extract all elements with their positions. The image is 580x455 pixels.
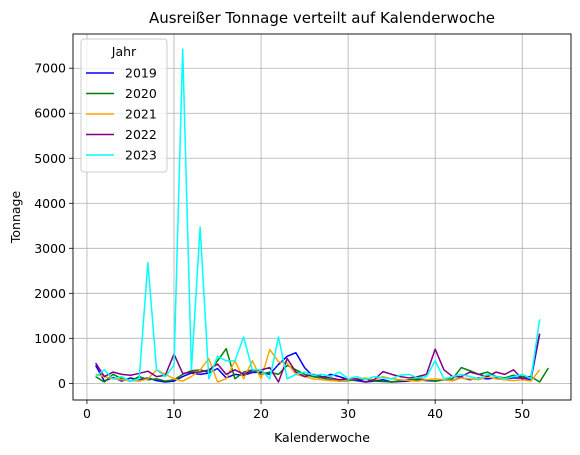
legend: Jahr 2019 2020 2021 2022 2023 bbox=[80, 38, 168, 173]
x-tick-label: 10 bbox=[166, 406, 182, 421]
series-line-2023 bbox=[95, 48, 541, 382]
series-lines bbox=[94, 48, 549, 383]
legend-item-2019: 2019 bbox=[86, 66, 157, 81]
y-tick-label: 5000 bbox=[34, 151, 66, 166]
plot-frame bbox=[72, 33, 572, 401]
y-tick-label: 1000 bbox=[34, 331, 66, 346]
x-tick-label: 40 bbox=[427, 406, 443, 421]
y-tick-label: 6000 bbox=[34, 106, 66, 121]
y-tick-label: 4000 bbox=[34, 196, 66, 211]
x-axis: 0 10 20 30 40 50 bbox=[83, 400, 530, 421]
legend-item-2023: 2023 bbox=[86, 148, 157, 163]
legend-item-2022: 2022 bbox=[86, 127, 157, 142]
legend-items: 2019 2020 2021 2022 2023 bbox=[86, 66, 157, 163]
legend-title: Jahr bbox=[111, 44, 137, 59]
chart-title: Ausreißer Tonnage verteilt auf Kalenderw… bbox=[149, 9, 495, 27]
x-tick-label: 0 bbox=[83, 406, 91, 421]
legend-label: 2022 bbox=[125, 127, 157, 142]
y-tick-label: 3000 bbox=[34, 241, 66, 256]
x-axis-label: Kalenderwoche bbox=[274, 430, 370, 445]
y-tick-label: 7000 bbox=[34, 61, 66, 76]
y-axis-label: Tonnage bbox=[8, 191, 23, 245]
legend-label: 2019 bbox=[125, 66, 157, 81]
legend-label: 2021 bbox=[125, 107, 157, 122]
y-tick-label: 0 bbox=[58, 376, 66, 391]
legend-label: 2023 bbox=[125, 148, 157, 163]
legend-item-2020: 2020 bbox=[86, 86, 157, 101]
y-axis: 0 1000 2000 3000 4000 5000 6000 7000 bbox=[34, 61, 73, 391]
y-tick-label: 2000 bbox=[34, 286, 66, 301]
x-tick-label: 30 bbox=[340, 406, 356, 421]
x-tick-label: 20 bbox=[253, 406, 269, 421]
x-tick-label: 50 bbox=[514, 406, 530, 421]
grid bbox=[73, 34, 571, 400]
legend-label: 2020 bbox=[125, 86, 157, 101]
series-line-2020 bbox=[95, 347, 549, 383]
series-line-2021 bbox=[95, 348, 541, 383]
legend-item-2021: 2021 bbox=[86, 107, 157, 122]
